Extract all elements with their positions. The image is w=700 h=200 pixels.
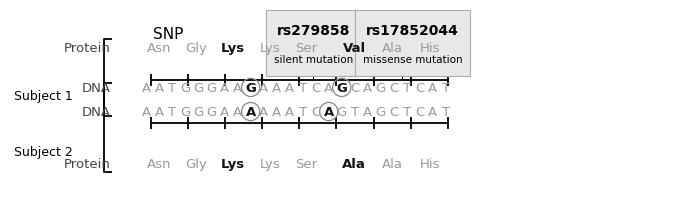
Text: T: T	[402, 82, 411, 94]
Text: G: G	[206, 106, 217, 118]
Text: A: A	[272, 106, 281, 118]
Text: G: G	[193, 106, 204, 118]
Text: G: G	[181, 106, 190, 118]
Text: Lys: Lys	[220, 42, 244, 54]
Text: Lys: Lys	[260, 158, 281, 170]
Text: G: G	[206, 82, 217, 94]
Text: A: A	[285, 82, 294, 94]
Text: A: A	[428, 82, 438, 94]
Text: C: C	[311, 106, 321, 118]
Text: Protein: Protein	[64, 42, 111, 54]
Text: A: A	[259, 82, 268, 94]
Text: Ser: Ser	[295, 158, 318, 170]
Text: A: A	[155, 82, 164, 94]
FancyBboxPatch shape	[355, 11, 470, 77]
Text: DNA: DNA	[82, 106, 111, 118]
Text: G: G	[193, 82, 204, 94]
Text: C: C	[415, 106, 425, 118]
Text: rs17852044: rs17852044	[366, 24, 459, 38]
Text: C: C	[350, 82, 360, 94]
Text: G: G	[181, 82, 190, 94]
Text: G: G	[376, 82, 386, 94]
Text: Subject 2: Subject 2	[14, 146, 73, 158]
Text: T: T	[402, 106, 411, 118]
Text: Gly: Gly	[185, 158, 207, 170]
Text: Val: Val	[342, 42, 366, 54]
Text: DNA: DNA	[82, 82, 111, 94]
Text: A: A	[142, 106, 151, 118]
Text: His: His	[419, 158, 440, 170]
Text: T: T	[442, 106, 450, 118]
FancyBboxPatch shape	[266, 11, 360, 77]
Text: T: T	[299, 82, 307, 94]
Text: rs279858: rs279858	[276, 24, 350, 38]
Text: A: A	[285, 106, 294, 118]
Text: A: A	[220, 82, 229, 94]
Text: A: A	[246, 106, 256, 118]
Text: C: C	[311, 82, 321, 94]
Text: A: A	[155, 106, 164, 118]
Text: Asn: Asn	[147, 158, 172, 170]
Text: A: A	[233, 106, 242, 118]
Text: A: A	[428, 106, 438, 118]
Text: A: A	[259, 106, 268, 118]
Text: silent mutation: silent mutation	[274, 55, 353, 65]
Text: A: A	[363, 82, 372, 94]
Text: Ala: Ala	[342, 158, 366, 170]
Text: C: C	[389, 82, 398, 94]
Text: His: His	[419, 42, 440, 54]
Text: G: G	[245, 82, 256, 94]
Text: T: T	[351, 106, 359, 118]
Text: T: T	[299, 106, 307, 118]
Text: C: C	[415, 82, 425, 94]
Text: Ser: Ser	[295, 42, 318, 54]
Text: Protein: Protein	[64, 158, 111, 170]
Text: A: A	[363, 106, 372, 118]
Text: A: A	[142, 82, 151, 94]
Text: Ala: Ala	[382, 158, 402, 170]
Text: G: G	[376, 106, 386, 118]
Text: A: A	[323, 106, 334, 118]
Text: T: T	[169, 82, 176, 94]
Text: Lys: Lys	[260, 42, 281, 54]
Text: Lys: Lys	[220, 158, 244, 170]
Text: A: A	[233, 82, 242, 94]
Text: C: C	[389, 106, 398, 118]
Text: G: G	[337, 106, 347, 118]
Text: A: A	[220, 106, 229, 118]
Text: A: A	[324, 82, 333, 94]
Text: T: T	[169, 106, 176, 118]
Text: Asn: Asn	[147, 42, 172, 54]
Text: Ala: Ala	[382, 42, 402, 54]
Text: A: A	[272, 82, 281, 94]
Text: missense mutation: missense mutation	[363, 55, 463, 65]
Text: G: G	[337, 82, 347, 94]
Text: Subject 1: Subject 1	[14, 90, 73, 102]
Text: Gly: Gly	[185, 42, 207, 54]
Text: SNP: SNP	[153, 27, 183, 41]
Text: T: T	[442, 82, 450, 94]
